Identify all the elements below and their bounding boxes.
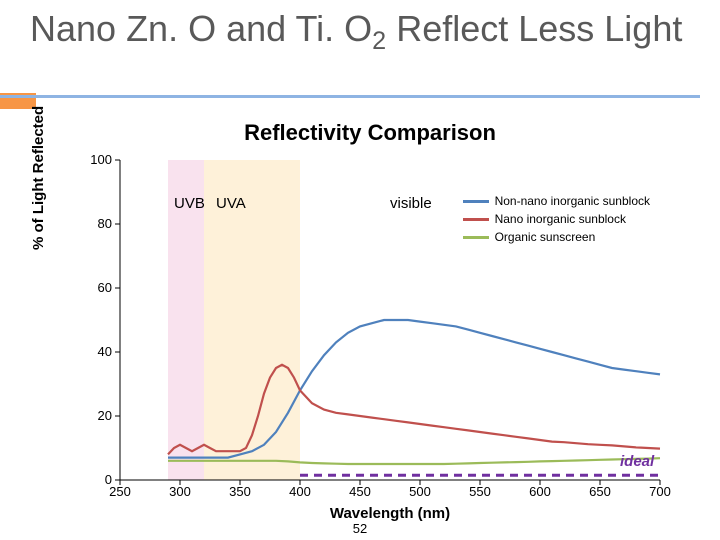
title-area: Nano Zn. O and Ti. O2 Reflect Less Light <box>30 8 700 62</box>
page-number: 52 <box>353 521 367 536</box>
legend-label: Nano inorganic sunblock <box>495 210 626 228</box>
x-tick-label: 300 <box>169 484 191 499</box>
x-tick-label: 650 <box>589 484 611 499</box>
x-tick-label: 700 <box>649 484 671 499</box>
slide: Nano Zn. O and Ti. O2 Reflect Less Light… <box>0 0 720 540</box>
legend-item: Nano inorganic sunblock <box>463 210 650 228</box>
x-axis-label: Wavelength (nm) <box>120 505 660 522</box>
title-underline <box>0 95 700 98</box>
legend-label: Non-nano inorganic sunblock <box>495 192 650 210</box>
legend-swatch <box>463 218 489 221</box>
series-line <box>168 365 660 455</box>
x-tick-label: 250 <box>109 484 131 499</box>
y-tick-label: 40 <box>72 344 112 359</box>
y-tick-label: 0 <box>72 472 112 487</box>
legend-swatch <box>463 200 489 203</box>
legend-label: Organic sunscreen <box>495 228 596 246</box>
legend: Non-nano inorganic sunblockNano inorgani… <box>459 190 654 248</box>
ideal-label: ideal <box>620 453 654 470</box>
reflectivity-chart: Reflectivity Comparison % of Light Refle… <box>50 120 690 520</box>
y-tick-label: 60 <box>72 280 112 295</box>
legend-item: Non-nano inorganic sunblock <box>463 192 650 210</box>
x-tick-label: 600 <box>529 484 551 499</box>
x-tick-label: 350 <box>229 484 251 499</box>
series-line <box>168 458 660 464</box>
slide-title: Nano Zn. O and Ti. O2 Reflect Less Light <box>30 8 700 56</box>
x-tick-label: 500 <box>409 484 431 499</box>
y-tick-label: 20 <box>72 408 112 423</box>
y-axis-label: % of Light Reflected <box>30 106 47 250</box>
x-tick-label: 550 <box>469 484 491 499</box>
x-tick-label: 450 <box>349 484 371 499</box>
y-tick-label: 100 <box>72 152 112 167</box>
series-line <box>168 320 660 458</box>
legend-item: Organic sunscreen <box>463 228 650 246</box>
plot-area: UVBUVAvisible Non-nano inorganic sunbloc… <box>120 160 660 480</box>
chart-title: Reflectivity Comparison <box>50 120 690 146</box>
legend-swatch <box>463 236 489 239</box>
y-tick-label: 80 <box>72 216 112 231</box>
x-tick-label: 400 <box>289 484 311 499</box>
